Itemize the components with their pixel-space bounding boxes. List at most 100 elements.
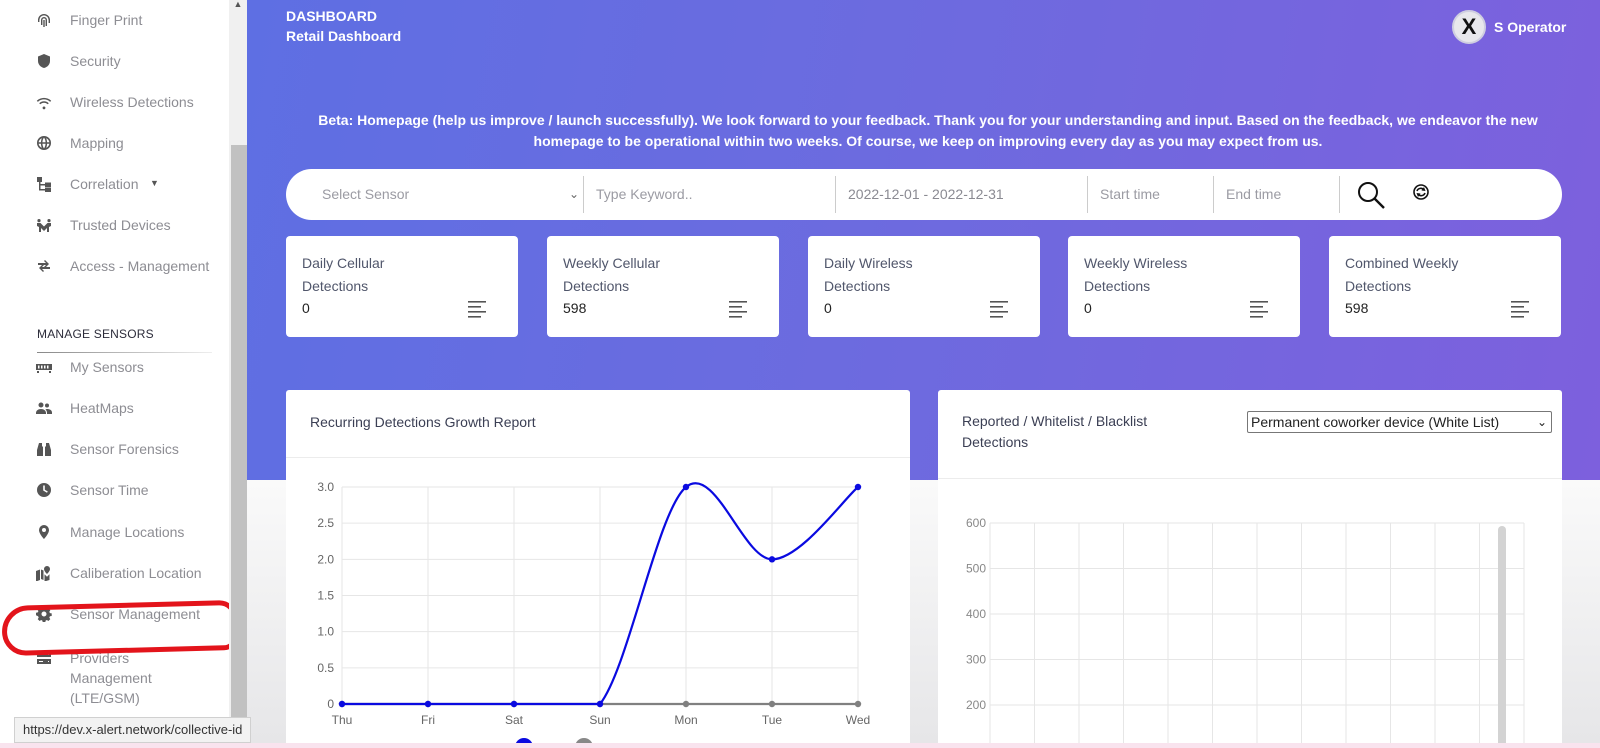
beta-notice: Beta: Homepage (help us improve / launch… (318, 112, 1538, 149)
sidebar-item-label: Manage Locations (70, 524, 185, 540)
data-point (424, 700, 432, 708)
hierarchy-icon (36, 176, 52, 192)
sidebar-item-manage-locations[interactable]: Manage Locations (0, 522, 229, 542)
data-point (682, 700, 690, 708)
chevron-down-icon: ⌄ (1536, 415, 1547, 429)
y-tick-label: 0 (327, 697, 334, 711)
chevron-down-icon: ⌄ (568, 187, 579, 201)
start-time-input[interactable]: Start time (1088, 176, 1214, 213)
section-divider (37, 352, 212, 353)
stat-card[interactable]: Daily Wireless Detections 0 (808, 236, 1040, 337)
stat-card-title: Weekly Wireless Detections (1084, 255, 1188, 294)
binoculars-icon (36, 441, 52, 457)
y-tick-label: 2.0 (317, 552, 334, 566)
align-left-icon (1250, 301, 1268, 318)
gear-icon (36, 606, 52, 622)
sidebar-item-security[interactable]: Security (0, 51, 229, 71)
user-name[interactable]: S Operator (1494, 19, 1567, 35)
sidebar-item-label: Correlation (70, 176, 139, 192)
data-point (854, 700, 862, 708)
y-tick-label: 3.0 (317, 480, 334, 494)
stat-card[interactable]: Weekly Cellular Detections 598 (547, 236, 779, 337)
data-point (682, 483, 690, 491)
x-tick-label: Mon (674, 713, 697, 727)
stat-card-title: Combined Weekly Detections (1345, 255, 1459, 294)
list-type-value: Permanent coworker device (White List) (1251, 414, 1500, 430)
growth-line-chart: 0 0.5 1.0 1.5 2.0 2.5 3.0 Thu Fri Sat Sun Mon Tue Wed (317, 480, 870, 748)
sensor-select[interactable]: Select Sensor ⌄ (310, 176, 584, 213)
stat-card[interactable]: Weekly Wireless Detections 0 (1068, 236, 1300, 337)
date-range-input[interactable]: 2022-12-01 - 2022-12-31 (836, 176, 1088, 213)
stat-card-title: Weekly Cellular Detections (563, 255, 660, 294)
sidebar-item-access-management[interactable]: Access - Management (0, 256, 229, 276)
sidebar (0, 0, 229, 748)
sidebar-item-label: Providers Management (LTE/GSM) (70, 650, 152, 706)
caret-down-icon: ▼ (150, 178, 159, 188)
sidebar-item-sensor-management[interactable]: Sensor Management (0, 604, 229, 624)
y-tick-label: 2.5 (317, 516, 334, 530)
data-point (854, 483, 862, 491)
align-left-icon (990, 301, 1008, 318)
sidebar-item-mapping[interactable]: Mapping (0, 133, 229, 153)
x-tick-label: Sat (505, 713, 524, 727)
sidebar-item-sensor-forensics[interactable]: Sensor Forensics (0, 439, 229, 459)
user-menu[interactable]: X S Operator (1452, 10, 1566, 44)
refresh-icon[interactable] (1412, 183, 1430, 201)
stat-card[interactable]: Combined Weekly Detections 598 (1329, 236, 1561, 337)
list-type-select[interactable]: Permanent coworker device (White List) ⌄ (1247, 411, 1552, 433)
breadcrumb-section: DASHBOARD (286, 8, 377, 24)
growth-report-panel: Recurring Detections Growth Report 0 0.5 1… (286, 390, 910, 748)
sidebar-item-label: Trusted Devices (70, 217, 171, 233)
sidebar-item-label: Finger Print (70, 12, 143, 28)
search-bar: Select Sensor ⌄ Type Keyword.. 2022-12-0… (286, 169, 1562, 220)
sidebar-item-label: Sensor Forensics (70, 441, 179, 457)
panel-divider (938, 478, 1562, 479)
sidebar-item-finger-print[interactable]: Finger Print (0, 10, 229, 30)
y-tick-label: 1.5 (317, 589, 334, 603)
stat-card-title: Daily Wireless Detections (824, 255, 913, 294)
bottom-strip (0, 743, 1600, 748)
x-tick-label: Thu (332, 713, 353, 727)
map-location-icon (36, 565, 52, 581)
sidebar-item-label: Access - Management (70, 258, 210, 274)
sidebar-item-caliberation-location[interactable]: Caliberation Location (0, 563, 229, 583)
sidebar-item-label: Caliberation Location (70, 565, 202, 581)
search-icon[interactable] (1356, 180, 1386, 210)
access-icon (36, 258, 52, 274)
sidebar-item-sensor-time[interactable]: Sensor Time (0, 480, 229, 500)
end-time-input[interactable]: End time (1214, 176, 1340, 213)
sidebar-item-label: Mapping (70, 135, 124, 151)
keyword-input[interactable]: Type Keyword.. (584, 176, 836, 213)
clock-icon (36, 482, 52, 498)
whitelist-title: Reported / Whitelist / Blacklist Detecti… (962, 413, 1148, 450)
panel-divider (286, 457, 910, 458)
location-pin-icon (36, 524, 52, 540)
stat-card-title: Daily Cellular Detections (302, 255, 385, 294)
whitelist-panel: Reported / Whitelist / Blacklist Detecti… (938, 390, 1562, 748)
y-tick-label: 300 (966, 653, 986, 667)
sidebar-scrollbar-thumb[interactable] (231, 145, 247, 720)
y-tick-label: 1.0 (317, 625, 334, 639)
sidebar-item-label: My Sensors (70, 359, 144, 375)
sidebar-item-heatmaps[interactable]: HeatMaps (0, 398, 229, 418)
x-tick-label: Wed (846, 713, 870, 727)
stat-card-value: 598 (563, 300, 587, 316)
y-tick-label: 500 (966, 562, 986, 576)
stat-card[interactable]: Daily Cellular Detections 0 (286, 236, 518, 337)
sidebar-item-correlation[interactable]: Correlation ▼ (0, 174, 229, 194)
handshake-icon (36, 217, 52, 233)
sidebar-item-wireless-detections[interactable]: Wireless Detections (0, 92, 229, 112)
x-tick-label: Sun (589, 713, 610, 727)
avatar[interactable]: X (1452, 10, 1486, 44)
sidebar-item-trusted-devices[interactable]: Trusted Devices (0, 215, 229, 235)
sensor-select-placeholder: Select Sensor (322, 186, 410, 202)
y-tick-label: 600 (966, 516, 986, 530)
sensor-grid-icon (36, 359, 52, 375)
data-point (768, 700, 776, 708)
sidebar-item-providers-management-lte-gsm[interactable]: Providers Management (LTE/GSM) (0, 648, 229, 708)
page-title: Retail Dashboard (286, 28, 402, 44)
scroll-up-arrow-icon[interactable]: ▲ (233, 0, 243, 9)
data-point (768, 556, 776, 563)
sidebar-item-my-sensors[interactable]: My Sensors (0, 357, 229, 377)
x-tick-label: Tue (762, 713, 783, 727)
